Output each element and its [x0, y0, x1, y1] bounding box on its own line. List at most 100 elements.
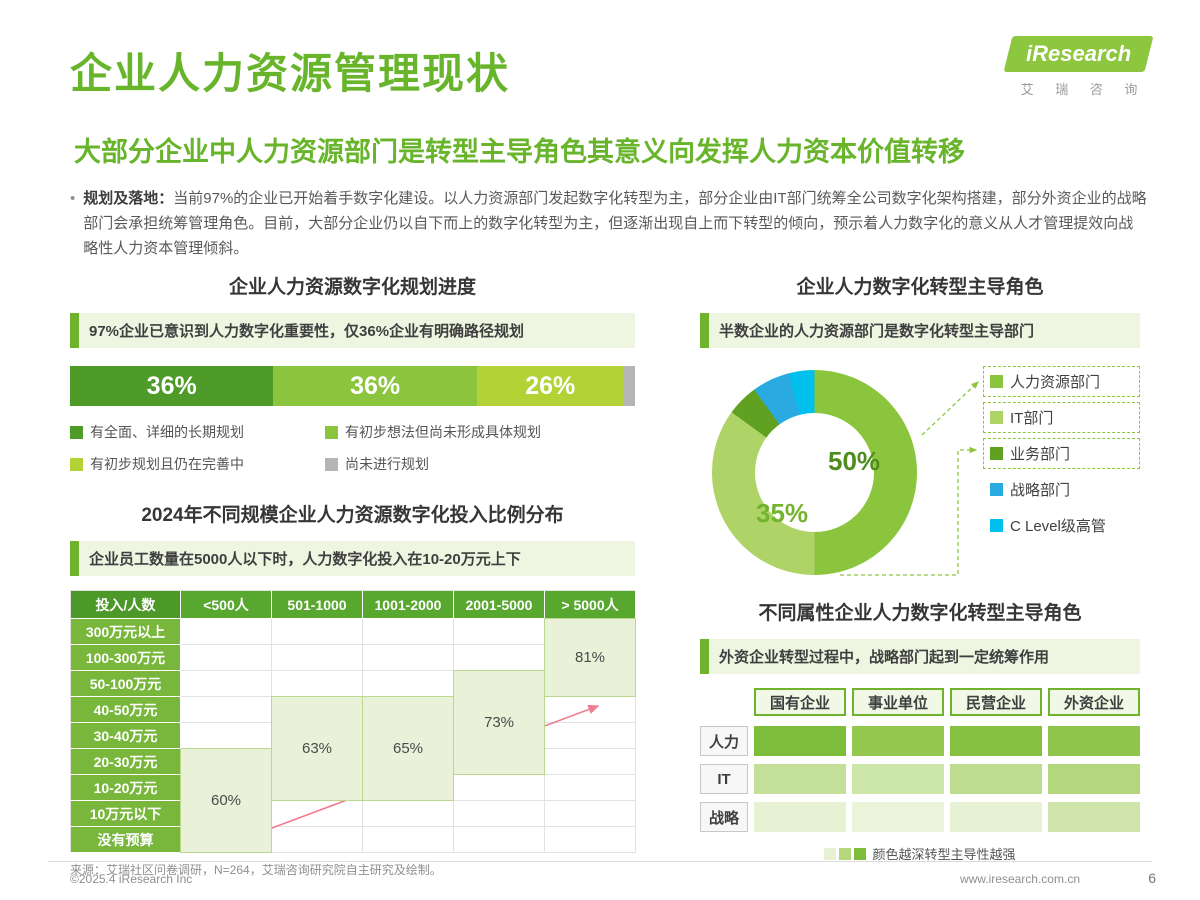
matrix-row-label-2: 战略 — [700, 802, 748, 832]
matrix-row-2: 战略 — [700, 802, 1140, 832]
matrix-note: 颜色越深转型主导性越强 — [700, 844, 1140, 863]
matrix-cell-2-1 — [852, 802, 944, 832]
matrix-cell-2-0 — [754, 802, 846, 832]
table-cell — [272, 801, 363, 827]
investment-table: 投入/人数 <500人 501-1000 1001-2000 2001-5000 > 50… — [70, 590, 636, 853]
table-cell — [545, 827, 636, 853]
callout-investment-text: 企业员工数量在5000人以下时，人力数字化投入在10-20万元上下 — [89, 551, 521, 568]
matrix-cell-0-1 — [852, 726, 944, 756]
logo-flag-shape: iResearch — [1003, 36, 1155, 72]
matrix-row-1: IT — [700, 764, 1140, 794]
table-cell — [545, 749, 636, 775]
table-cell — [363, 801, 454, 827]
table-cell — [181, 619, 272, 645]
table-row-header-4: 30-40万元 — [71, 723, 181, 749]
donut-label-hr: 50% — [828, 446, 881, 476]
role-legend-item-1: IT部门 — [983, 402, 1140, 433]
role-legend-item-2: 业务部门 — [983, 438, 1140, 469]
legend-label: 业务部门 — [1010, 446, 1071, 463]
callout-planning-text: 97%企业已意识到人力数字化重要性，仅36%企业有明确路径规划 — [89, 323, 525, 340]
investment-block-0: 60% — [180, 748, 272, 853]
planning-bar-segment-0: 36% — [70, 366, 274, 406]
table-cell — [272, 671, 363, 697]
table-cell — [363, 619, 454, 645]
ownership-col-header-1: 事业单位 — [852, 688, 944, 716]
legend-label: 有初步想法但尚未形成具体规划 — [345, 424, 541, 440]
table-cell — [454, 801, 545, 827]
table-row-header-5: 20-30万元 — [71, 749, 181, 775]
matrix-cell-2-2 — [950, 802, 1042, 832]
ownership-matrix-body: 人力 IT 战略 — [700, 726, 1140, 832]
investment-block-1: 63% — [271, 696, 363, 801]
investment-block-3: 73% — [453, 670, 545, 775]
page-title: 企业人力资源管理现状 — [70, 50, 511, 97]
table-cell — [545, 723, 636, 749]
table-cell — [363, 671, 454, 697]
legend-swatch — [990, 483, 1003, 496]
matrix-cell-2-3 — [1048, 802, 1140, 832]
planning-legend-item-0: 有全面、详细的长期规划 — [70, 422, 325, 442]
planning-legend-item-3: 尚未进行规划 — [325, 454, 635, 474]
section-title-planning: 企业人力资源数字化规划进度 — [228, 277, 476, 298]
donut-label-it: 35% — [756, 498, 809, 528]
table-row-header-7: 10万元以下 — [71, 801, 181, 827]
table-row-header-0: 300万元以上 — [71, 619, 181, 645]
table-cell — [454, 775, 545, 801]
logo-brand-cn: 艾 瑞 咨 询 — [1020, 82, 1147, 97]
table-col-header-1: 501-1000 — [272, 591, 363, 619]
table-col-header-3: 2001-5000 — [454, 591, 545, 619]
table-cell — [181, 645, 272, 671]
logo-brand: iResearch — [1026, 41, 1132, 66]
legend-label: 尚未进行规划 — [345, 456, 429, 472]
table-cell — [454, 619, 545, 645]
table-row-header-8: 没有预算 — [71, 827, 181, 853]
matrix-row-0: 人力 — [700, 726, 1140, 756]
role-legend-item-4: C Level级高管 — [983, 510, 1140, 541]
matrix-cell-0-0 — [754, 726, 846, 756]
table-row-header-3: 40-50万元 — [71, 697, 181, 723]
table-col-header-2: 1001-2000 — [363, 591, 454, 619]
table-cell — [545, 775, 636, 801]
table-row-header-6: 10-20万元 — [71, 775, 181, 801]
callout-lead-role-text: 半数企业的人力资源部门是数字化转型主导部门 — [719, 323, 1035, 340]
table-col-header-4: > 5000人 — [545, 591, 636, 619]
legend-label: 人力资源部门 — [1010, 374, 1101, 391]
planning-bar-segment-2: 26% — [476, 366, 624, 406]
matrix-cell-0-2 — [950, 726, 1042, 756]
table-row-header-2: 50-100万元 — [71, 671, 181, 697]
role-legend-item-0: 人力资源部门 — [983, 366, 1140, 397]
matrix-cell-1-1 — [852, 764, 944, 794]
ownership-header-row: 国有企业 事业单位 民营企业 外资企业 — [700, 688, 1140, 716]
intro-text: 规划及落地：当前97%的企业已开始着手数字化建设。以人力资源部门发起数字化转型为… — [83, 186, 1148, 261]
legend-swatch — [325, 425, 338, 439]
right-column: 企业人力数字化转型主导角色 半数企业的人力资源部门是数字化转型主导部门 50% … — [700, 272, 1140, 863]
intro-paragraph: • 规划及落地：当前97%的企业已开始着手数字化建设。以人力资源部门发起数字化转… — [70, 186, 1148, 261]
matrix-cell-0-3 — [1048, 726, 1140, 756]
intro-label: 规划及落地： — [83, 190, 174, 207]
lead-role-chart-region: 50% 35% 人力资源部门 IT部门 业务部门 战略部门 C Level级高管 — [700, 360, 1140, 598]
legend-swatch — [990, 447, 1003, 460]
table-cell — [181, 697, 272, 723]
table-cell — [272, 619, 363, 645]
legend-label: IT部门 — [1010, 410, 1054, 427]
legend-swatch — [325, 457, 338, 471]
callout-ownership: 外资企业转型过程中，战略部门起到一定统筹作用 — [700, 639, 1140, 674]
table-row-header-1: 100-300万元 — [71, 645, 181, 671]
matrix-row-label-0: 人力 — [700, 726, 748, 756]
note-swatch-2 — [854, 847, 867, 860]
callout-investment: 企业员工数量在5000人以下时，人力数字化投入在10-20万元上下 — [70, 541, 635, 576]
legend-label: C Level级高管 — [1010, 518, 1106, 535]
section-title-ownership: 不同属性企业人力数字化转型主导角色 — [758, 603, 1082, 624]
footer-url: www.iresearch.com.cn — [959, 872, 1080, 886]
planning-legend-item-1: 有初步想法但尚未形成具体规划 — [325, 422, 635, 442]
legend-label: 有初步规划且仍在完善中 — [90, 456, 244, 472]
table-corner: 投入/人数 — [71, 591, 181, 619]
table-cell — [454, 827, 545, 853]
section-title-investment: 2024年不同规模企业人力资源数字化投入比例分布 — [141, 505, 564, 526]
legend-swatch — [70, 425, 83, 439]
table-cell — [181, 723, 272, 749]
table-col-header-0: <500人 — [181, 591, 272, 619]
table-cell — [454, 645, 545, 671]
table-cell — [272, 645, 363, 671]
